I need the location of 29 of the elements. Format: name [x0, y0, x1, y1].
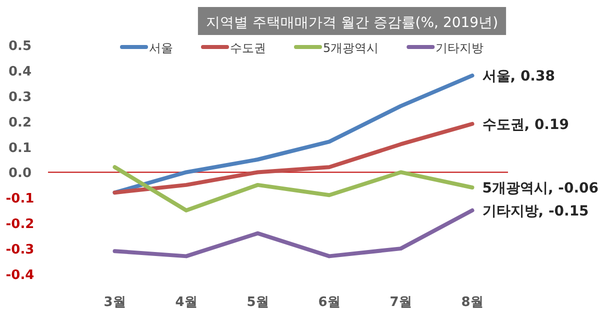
- y-tick-label: 0.5: [8, 39, 32, 54]
- y-tick-label: 0.2: [8, 115, 32, 130]
- y-tick-label: 0.3: [8, 90, 32, 105]
- legend-label: 5개광역시: [323, 41, 379, 55]
- y-tick-label: 0.1: [8, 140, 32, 156]
- y-tick-label: -0.3: [6, 242, 34, 258]
- annotation: 5개광역시, -0.06: [482, 180, 599, 196]
- legend-label: 서울: [149, 41, 173, 55]
- legend-label: 기타지방: [436, 41, 484, 55]
- y-tick-label: -0.2: [6, 217, 34, 232]
- y-tick-label: 0.0: [8, 166, 32, 182]
- y-tick-label: -0.4: [6, 268, 34, 283]
- y-tick-label: 0.4: [8, 64, 32, 80]
- annotation: 수도권, 0.19: [482, 116, 569, 133]
- legend-label: 수도권: [230, 41, 266, 55]
- annotation: 기타지방, -0.15: [482, 203, 589, 220]
- annotation: 서울, 0.38: [482, 68, 555, 85]
- x-tick-label: 5월: [246, 295, 269, 310]
- line-series: [112, 74, 474, 195]
- chart-title: 지역별 주택매매가격 월간 증감률(%, 2019년): [206, 15, 498, 31]
- x-tick-label: 7월: [390, 295, 412, 310]
- x-tick-label: 3월: [104, 295, 126, 310]
- x-tick-label: 4월: [175, 295, 198, 310]
- line-series: [112, 208, 474, 258]
- line-series: [112, 165, 474, 212]
- x-tick-label: 6월: [318, 295, 340, 310]
- y-tick-label: -0.1: [6, 192, 34, 207]
- line-series: [112, 122, 474, 195]
- x-tick-label: 8월: [461, 295, 484, 310]
